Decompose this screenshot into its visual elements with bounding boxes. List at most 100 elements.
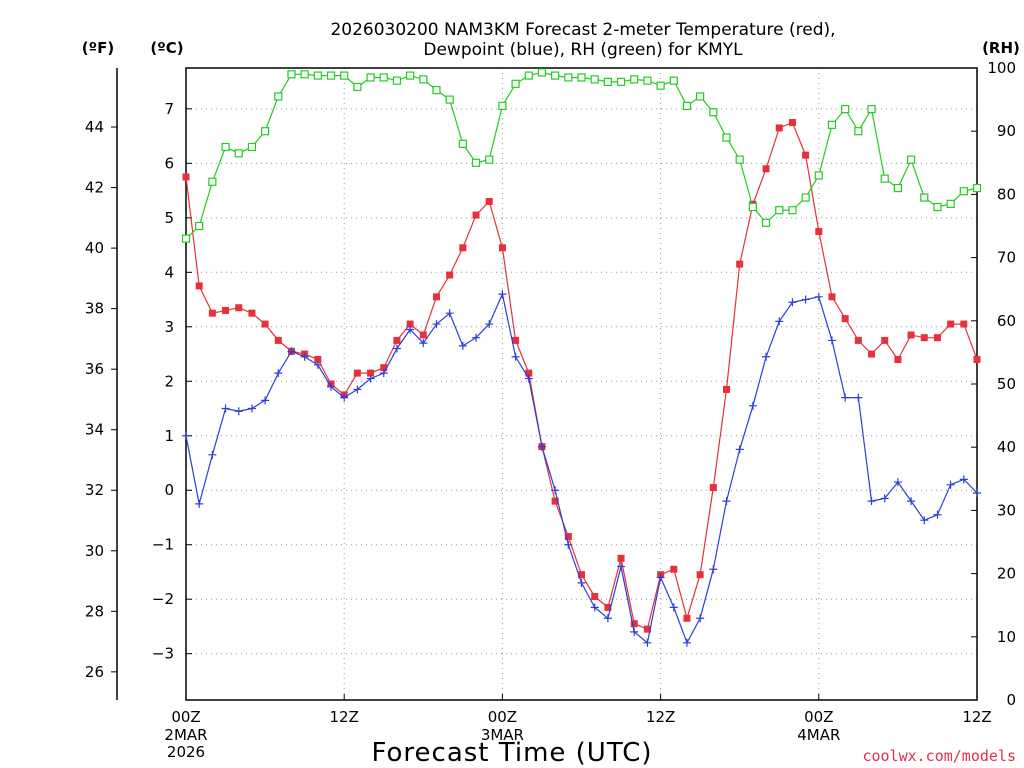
2-meter-temperature-point: [274, 336, 282, 344]
dewpoint-point: [801, 295, 810, 304]
rh-tick-label: 70: [997, 249, 1016, 267]
dewpoint-point: [327, 382, 336, 391]
2-meter-temperature-point: [630, 620, 638, 628]
dewpoint-point: [300, 352, 309, 361]
rh-point: [827, 120, 837, 129]
celsius-tick-label: 7: [164, 100, 174, 118]
series-layer: [181, 68, 982, 647]
fahrenheit-tick-label: 36: [85, 360, 104, 378]
rh-unit-label: (RH): [982, 39, 1020, 57]
2-meter-temperature-point: [683, 614, 691, 622]
rh-point: [181, 234, 191, 243]
rh-point: [366, 73, 375, 82]
dewpoint-point: [696, 614, 705, 623]
rh-point: [458, 139, 467, 148]
dewpoint-series: [182, 290, 981, 647]
dewpoint-point: [234, 407, 243, 416]
celsius-tick-label: 1: [164, 427, 174, 445]
rh-line: [185, 71, 978, 240]
dewpoint-point: [762, 352, 771, 361]
rh-point: [761, 218, 771, 227]
dewpoint-point: [682, 638, 691, 647]
fahrenheit-tick-label: 28: [85, 602, 104, 620]
rh-point: [445, 95, 454, 104]
rh-point: [959, 187, 968, 196]
2-meter-temperature-point: [933, 334, 941, 342]
2-meter-temperature-point: [881, 336, 889, 344]
dewpoint-point: [617, 562, 626, 571]
rh-point: [906, 155, 916, 164]
2-meter-temperature-point: [248, 309, 256, 317]
rh-point: [709, 108, 718, 117]
rh-point: [537, 68, 547, 77]
x-tick-label: 00Z: [804, 708, 833, 726]
fahrenheit-tick-label: 26: [85, 663, 104, 681]
2-meter-temperature-point: [643, 625, 651, 633]
rh-point: [471, 158, 481, 167]
dewpoint-point: [551, 486, 560, 495]
rh-point: [300, 70, 309, 79]
rh-point: [419, 75, 428, 84]
dewpoint-point: [933, 510, 942, 519]
dewpoint-point: [643, 638, 652, 647]
dewpoint-point: [775, 317, 784, 326]
2-meter-temperature-point: [578, 571, 585, 579]
dewpoint-point: [485, 320, 494, 329]
2-meter-temperature-point: [841, 315, 849, 323]
rh-series: [181, 68, 982, 243]
dewpoint-point: [854, 393, 863, 402]
rh-point: [392, 76, 402, 85]
rh-tick-label: 60: [997, 312, 1016, 330]
dewpoint-point: [537, 442, 546, 451]
rh-point: [801, 193, 810, 202]
dewpoint-point: [261, 396, 270, 405]
2-meter-temperature-point: [802, 151, 810, 159]
dewpoint-point: [524, 374, 533, 383]
2-meter-temperature-point: [459, 244, 467, 252]
rh-point: [775, 206, 784, 215]
2-meter-temperature-point: [604, 603, 612, 611]
dewpoint-point: [379, 369, 388, 378]
rh-tick-label: 0: [1006, 691, 1016, 709]
dewpoint-point: [893, 478, 902, 487]
dewpoint-point: [511, 352, 520, 361]
dewpoint-point: [182, 431, 190, 440]
2-meter-temperature-point: [591, 592, 599, 600]
dewpoint-point: [920, 516, 929, 525]
2-meter-temperature-series: [182, 118, 981, 633]
2-meter-temperature-point: [973, 355, 981, 363]
x-tick-date-label: 3MAR: [481, 726, 524, 744]
dewpoint-point: [353, 385, 362, 394]
dewpoint-point: [419, 339, 428, 348]
x-axis-label: Forecast Time (UTC): [371, 738, 652, 768]
dewpoint-point: [208, 450, 217, 459]
2-meter-temperature-line: [185, 121, 978, 631]
rh-point: [722, 133, 731, 142]
2-meter-temperature-point: [419, 331, 427, 339]
dewpoint-point: [577, 578, 586, 587]
dewpoint-point: [722, 497, 731, 506]
axes-layer: [111, 67, 978, 701]
2-meter-temperature-point: [960, 320, 968, 328]
2-meter-temperature-point: [828, 293, 836, 301]
dewpoint-point: [788, 298, 797, 307]
rh-point: [208, 177, 217, 186]
dewpoint-point: [735, 445, 744, 454]
rh-point: [485, 155, 494, 164]
2-meter-temperature-point: [551, 497, 559, 505]
rh-point: [669, 76, 678, 85]
dewpoint-point: [814, 292, 823, 301]
celsius-tick-label: 2: [164, 372, 174, 390]
rh-point: [340, 71, 349, 80]
rh-tick-label: 10: [997, 628, 1016, 646]
celsius-tick-label: 5: [164, 209, 174, 227]
rh-point: [326, 71, 336, 80]
2-meter-temperature-point: [485, 197, 493, 205]
rh-point: [379, 73, 388, 82]
2-meter-temperature-point: [432, 293, 440, 301]
dewpoint-point: [973, 488, 981, 497]
fahrenheit-tick-label: 44: [85, 118, 104, 136]
x-tick-year-label: 2026: [167, 743, 205, 761]
2-meter-temperature-point: [393, 336, 401, 344]
